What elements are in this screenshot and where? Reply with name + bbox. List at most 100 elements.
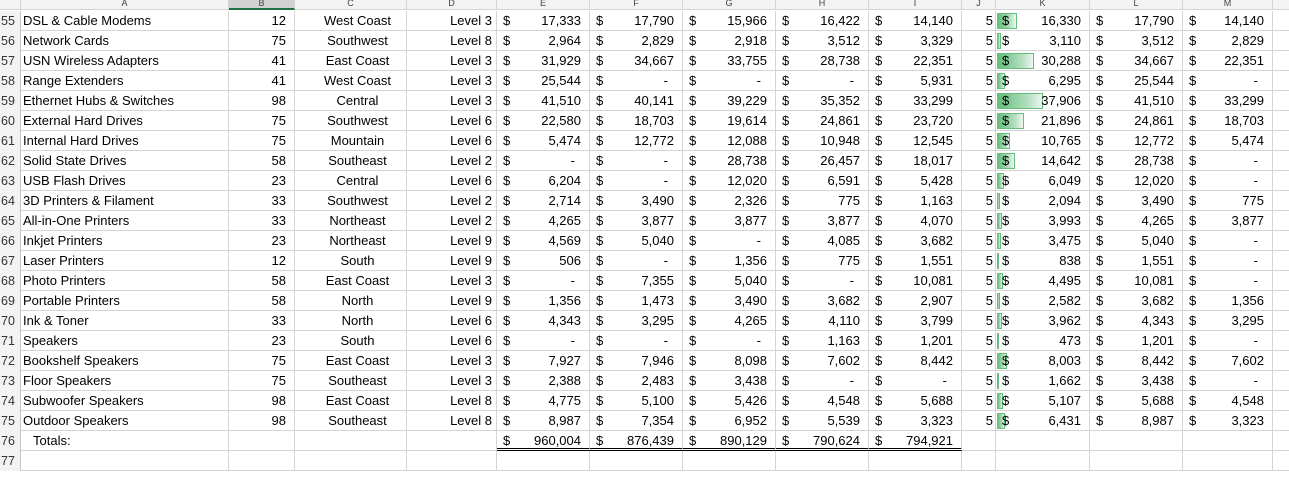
quantity-cell[interactable]: 58 [229, 291, 295, 311]
min-cell[interactable]: $ - [1183, 371, 1273, 391]
row-number[interactable]: 66 [0, 231, 21, 251]
product-cell[interactable]: Speakers [21, 331, 229, 351]
value-cell-g[interactable]: $ - [683, 331, 776, 351]
databar-cell[interactable]: $3,110 [996, 31, 1090, 51]
quantity-cell[interactable]: 75 [229, 111, 295, 131]
empty-cell[interactable] [1273, 371, 1289, 391]
product-cell[interactable]: Network Cards [21, 31, 229, 51]
count-cell[interactable]: 5 [962, 271, 996, 291]
value-cell-e[interactable]: $7,927 [497, 351, 590, 371]
row-number[interactable]: 61 [0, 131, 21, 151]
level-cell[interactable]: Level 6 [407, 311, 497, 331]
value-cell-e[interactable]: $2,388 [497, 371, 590, 391]
min-cell[interactable]: $3,323 [1183, 411, 1273, 431]
databar-cell[interactable]: $838 [996, 251, 1090, 271]
row-number[interactable]: 55 [0, 11, 21, 31]
value-cell-i[interactable]: $1,201 [869, 331, 962, 351]
value-cell-g[interactable]: $8,098 [683, 351, 776, 371]
count-cell[interactable]: 5 [962, 411, 996, 431]
level-cell[interactable]: Level 2 [407, 151, 497, 171]
databar-cell[interactable]: $3,475 [996, 231, 1090, 251]
quantity-cell[interactable]: 98 [229, 91, 295, 111]
product-cell[interactable]: Portable Printers [21, 291, 229, 311]
value-cell-e[interactable]: $17,333 [497, 11, 590, 31]
value-cell-h[interactable]: $4,085 [776, 231, 869, 251]
value-cell-f[interactable]: $ - [590, 151, 683, 171]
quantity-cell[interactable]: 41 [229, 51, 295, 71]
level-cell[interactable]: Level 6 [407, 171, 497, 191]
empty-cell[interactable] [1273, 411, 1289, 431]
row-number[interactable]: 75 [0, 411, 21, 431]
row-number[interactable]: 63 [0, 171, 21, 191]
row-number[interactable]: 58 [0, 71, 21, 91]
databar-cell[interactable]: $8,003 [996, 351, 1090, 371]
databar-cell[interactable]: $3,962 [996, 311, 1090, 331]
databar-cell[interactable]: $6,049 [996, 171, 1090, 191]
value-cell-i[interactable]: $33,299 [869, 91, 962, 111]
databar-cell[interactable]: $5,107 [996, 391, 1090, 411]
row-number[interactable]: 65 [0, 211, 21, 231]
value-cell-f[interactable]: $12,772 [590, 131, 683, 151]
value-cell-e[interactable]: $2,964 [497, 31, 590, 51]
quantity-cell[interactable]: 12 [229, 251, 295, 271]
empty-cell[interactable] [1273, 11, 1289, 31]
empty-cell[interactable] [1273, 51, 1289, 71]
product-cell[interactable]: Floor Speakers [21, 371, 229, 391]
value-cell-e[interactable]: $ - [497, 271, 590, 291]
level-cell[interactable]: Level 8 [407, 31, 497, 51]
empty-cell[interactable] [229, 431, 295, 451]
count-cell[interactable]: 5 [962, 331, 996, 351]
quantity-cell[interactable]: 33 [229, 311, 295, 331]
value-cell-f[interactable]: $1,473 [590, 291, 683, 311]
value-cell-g[interactable]: $4,265 [683, 311, 776, 331]
region-cell[interactable]: Southeast [295, 151, 407, 171]
value-cell-f[interactable]: $3,490 [590, 191, 683, 211]
product-cell[interactable]: Outdoor Speakers [21, 411, 229, 431]
min-cell[interactable]: $ - [1183, 171, 1273, 191]
value-cell-f[interactable]: $ - [590, 71, 683, 91]
empty-cell[interactable] [1273, 271, 1289, 291]
value-cell-f[interactable]: $3,295 [590, 311, 683, 331]
empty-cell[interactable] [1273, 171, 1289, 191]
empty-cell[interactable] [1273, 111, 1289, 131]
value-cell-h[interactable]: $6,591 [776, 171, 869, 191]
value-cell-i[interactable]: $5,688 [869, 391, 962, 411]
count-cell[interactable]: 5 [962, 171, 996, 191]
min-cell[interactable]: $ - [1183, 331, 1273, 351]
count-cell[interactable]: 5 [962, 111, 996, 131]
max-cell[interactable]: $28,738 [1090, 151, 1183, 171]
region-cell[interactable]: South [295, 331, 407, 351]
min-cell[interactable]: $ - [1183, 151, 1273, 171]
value-cell-h[interactable]: $4,110 [776, 311, 869, 331]
empty-cell[interactable] [1090, 451, 1183, 471]
value-cell-e[interactable]: $506 [497, 251, 590, 271]
value-cell-f[interactable]: $7,946 [590, 351, 683, 371]
column-header-m[interactable]: M [1183, 0, 1273, 10]
value-cell-f[interactable]: $5,040 [590, 231, 683, 251]
region-cell[interactable]: Northeast [295, 231, 407, 251]
empty-cell[interactable] [1273, 91, 1289, 111]
empty-cell[interactable] [295, 431, 407, 451]
min-cell[interactable]: $ - [1183, 231, 1273, 251]
region-cell[interactable]: East Coast [295, 391, 407, 411]
value-cell-i[interactable]: $10,081 [869, 271, 962, 291]
max-cell[interactable]: $41,510 [1090, 91, 1183, 111]
product-cell[interactable]: DSL & Cable Modems [21, 11, 229, 31]
column-header-b[interactable]: B [229, 0, 295, 10]
count-cell[interactable]: 5 [962, 391, 996, 411]
empty-cell[interactable] [590, 451, 683, 471]
empty-cell[interactable] [1273, 351, 1289, 371]
value-cell-g[interactable]: $ - [683, 71, 776, 91]
databar-cell[interactable]: $3,993 [996, 211, 1090, 231]
databar-cell[interactable]: $14,642 [996, 151, 1090, 171]
empty-cell[interactable] [996, 431, 1090, 451]
value-cell-i[interactable]: $3,682 [869, 231, 962, 251]
empty-cell[interactable] [1273, 231, 1289, 251]
min-cell[interactable]: $14,140 [1183, 11, 1273, 31]
column-header-j[interactable]: J [962, 0, 996, 10]
value-cell-g[interactable]: $28,738 [683, 151, 776, 171]
value-cell-h[interactable]: $26,457 [776, 151, 869, 171]
min-cell[interactable]: $7,602 [1183, 351, 1273, 371]
max-cell[interactable]: $3,512 [1090, 31, 1183, 51]
level-cell[interactable]: Level 3 [407, 11, 497, 31]
